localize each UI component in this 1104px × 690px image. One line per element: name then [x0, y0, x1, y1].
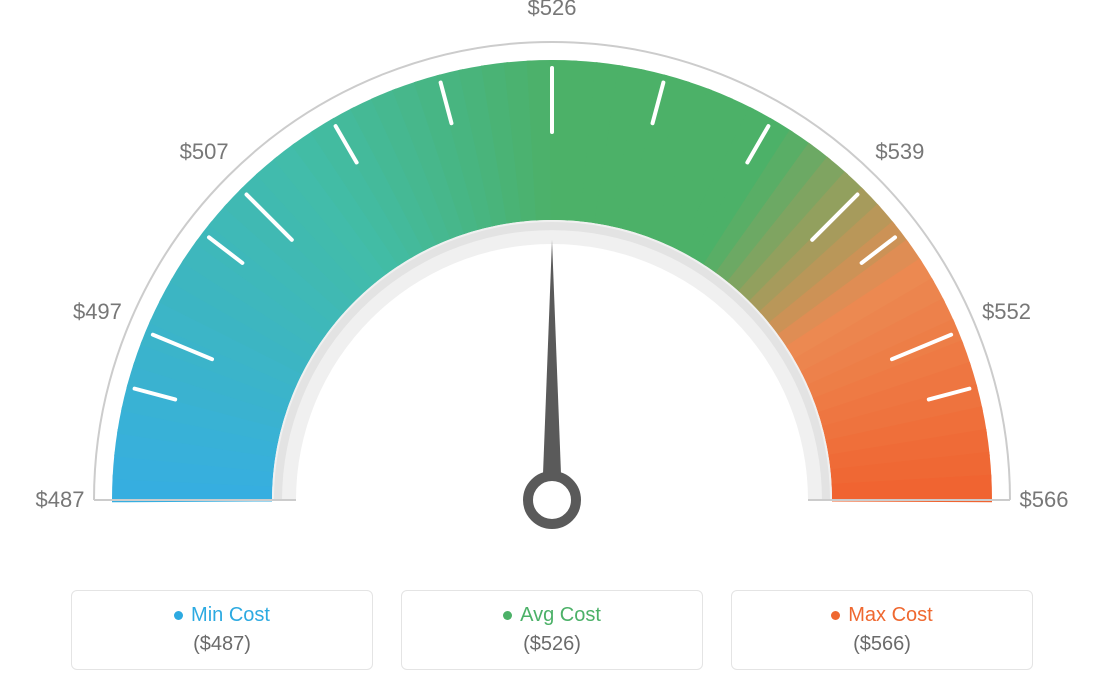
- legend-max-cost: Max Cost ($566): [731, 590, 1033, 670]
- gauge-tick-label: $552: [982, 299, 1031, 325]
- legend-min-label: Min Cost: [191, 604, 270, 627]
- legend-row: Min Cost ($487) Avg Cost ($526) Max Cost…: [0, 590, 1104, 670]
- gauge-tick-label: $497: [73, 299, 122, 325]
- legend-min-cost: Min Cost ($487): [71, 590, 373, 670]
- legend-avg-title: Avg Cost: [503, 604, 601, 627]
- legend-avg-value: ($526): [523, 633, 581, 656]
- legend-min-title: Min Cost: [174, 604, 270, 627]
- gauge-tick-label: $539: [875, 139, 924, 165]
- legend-max-label: Max Cost: [848, 604, 932, 627]
- cost-gauge-infographic: $487 $497 $507 $526 $539 $552 $566 Min Cost ($…: [0, 0, 1104, 690]
- gauge-tick-label: $507: [180, 139, 229, 165]
- gauge-tick-label: $526: [528, 0, 577, 21]
- legend-avg-cost: Avg Cost ($526): [401, 590, 703, 670]
- legend-max-value: ($566): [853, 633, 911, 656]
- legend-min-dot: [174, 611, 183, 620]
- legend-avg-dot: [503, 611, 512, 620]
- legend-avg-label: Avg Cost: [520, 604, 601, 627]
- legend-max-dot: [831, 611, 840, 620]
- gauge-tick-label: $566: [1020, 487, 1069, 513]
- gauge-tick-label: $487: [36, 487, 85, 513]
- gauge-chart: $487 $497 $507 $526 $539 $552 $566: [0, 0, 1104, 560]
- legend-min-value: ($487): [193, 633, 251, 656]
- legend-max-title: Max Cost: [831, 604, 932, 627]
